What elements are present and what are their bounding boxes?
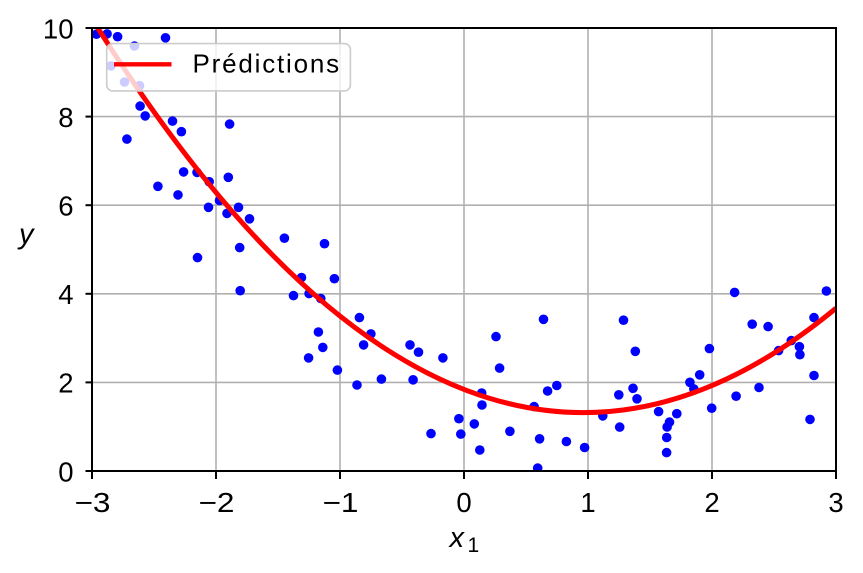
svg-text:x: x [448,522,466,554]
svg-text:0: 0 [456,487,471,518]
svg-text:2: 2 [704,487,719,518]
svg-text:4: 4 [58,279,73,310]
svg-text:Prédictions: Prédictions [193,49,341,79]
svg-text:−1: −1 [323,487,359,518]
svg-text:8: 8 [58,102,73,133]
svg-text:1: 1 [468,534,480,557]
svg-text:1: 1 [580,487,595,518]
svg-text:3: 3 [828,487,843,518]
svg-text:10: 10 [43,13,74,44]
svg-text:2: 2 [58,368,73,399]
svg-text:y: y [17,219,35,251]
svg-text:−3: −3 [75,487,111,518]
svg-text:6: 6 [58,191,73,222]
svg-text:0: 0 [58,456,73,487]
svg-text:−2: −2 [199,487,235,518]
